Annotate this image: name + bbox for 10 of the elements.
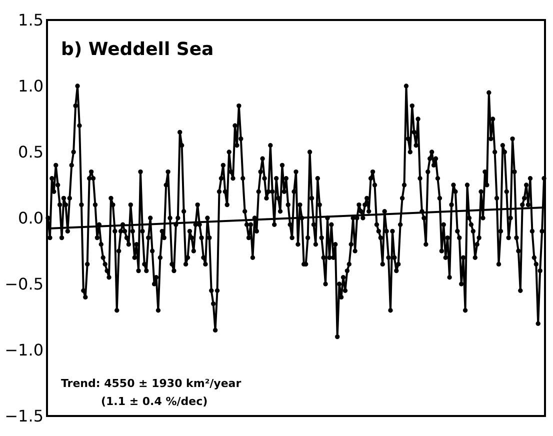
y-tick-label: 0.5	[18, 142, 44, 162]
y-tick-label: 1.0	[18, 76, 44, 96]
y-tick-label: −1.0	[4, 340, 44, 360]
annotation: Trend: 4550 ± 1930 km²/year	[61, 377, 242, 390]
y-tick-label: −0.5	[4, 274, 44, 294]
y-tick-label: 0.0	[18, 208, 44, 228]
y-tick-label: −1.5	[4, 406, 44, 426]
y-tick-label: 1.5	[18, 10, 44, 30]
annotation: (1.1 ± 0.4 %/dec)	[101, 395, 208, 408]
annotation: b) Weddell Sea	[61, 39, 214, 60]
